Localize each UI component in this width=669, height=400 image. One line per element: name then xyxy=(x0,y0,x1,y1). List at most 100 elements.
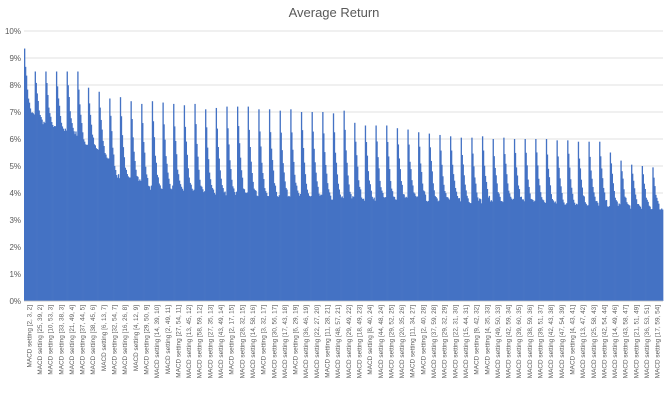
bar xyxy=(402,194,404,301)
bar xyxy=(503,137,505,301)
bar xyxy=(462,164,464,301)
bar xyxy=(452,174,455,301)
bar xyxy=(192,190,194,301)
bar xyxy=(294,174,296,301)
bar xyxy=(635,199,638,301)
bar xyxy=(396,128,399,301)
bar xyxy=(400,181,402,301)
bar xyxy=(490,200,492,301)
bar xyxy=(662,209,664,301)
bar xyxy=(655,194,657,301)
bar xyxy=(531,199,533,301)
bar xyxy=(471,137,473,301)
bar xyxy=(300,112,303,301)
x-tick-label: MACD setting [4, 35, 33] xyxy=(484,305,491,375)
bar xyxy=(183,105,186,301)
bar xyxy=(372,199,374,301)
bar xyxy=(546,154,549,301)
bar xyxy=(214,194,217,301)
bar xyxy=(638,205,641,301)
bar xyxy=(344,129,346,301)
bar xyxy=(460,137,462,301)
bar xyxy=(34,71,36,301)
bar xyxy=(652,167,654,301)
x-tick-label: MACD setting [11, 34, 27] xyxy=(410,305,417,378)
bar xyxy=(572,199,575,301)
bar xyxy=(585,203,587,301)
bar xyxy=(606,206,609,301)
bar xyxy=(114,165,116,301)
bar xyxy=(388,156,390,301)
x-tick-label: MACD setting [33, 38, 3] xyxy=(58,305,65,375)
bar xyxy=(554,201,556,301)
bar xyxy=(563,202,565,301)
bar xyxy=(205,109,207,301)
bar xyxy=(594,196,596,301)
bar xyxy=(414,193,416,301)
bar xyxy=(540,192,542,301)
bar xyxy=(614,197,616,301)
bar xyxy=(185,141,188,301)
bar xyxy=(359,189,362,301)
bar xyxy=(628,204,630,301)
bar xyxy=(557,156,559,301)
x-tick-label: MACD setting [43, 58, 47] xyxy=(623,305,630,378)
bar xyxy=(352,196,354,301)
bar xyxy=(415,195,417,301)
bar xyxy=(552,200,554,301)
bar xyxy=(605,199,608,301)
bar xyxy=(126,174,128,301)
x-tick-label: MACD setting [44, 48, 24] xyxy=(378,305,385,378)
bar xyxy=(375,125,377,301)
bar xyxy=(139,179,141,301)
bar xyxy=(138,180,140,301)
bar xyxy=(159,185,161,301)
bar xyxy=(416,197,418,301)
y-tick-label: 1% xyxy=(9,270,21,279)
x-tick-label: MACD setting [17, 43, 18] xyxy=(282,305,289,378)
bar xyxy=(361,199,364,301)
bar xyxy=(571,187,573,301)
bar xyxy=(641,166,644,301)
x-tick-label: MACD setting [30, 56, 17] xyxy=(271,305,278,378)
bar xyxy=(39,114,41,301)
bar xyxy=(251,173,253,301)
bar xyxy=(492,139,494,301)
bar xyxy=(291,132,293,301)
bar xyxy=(93,144,96,301)
bar xyxy=(67,85,69,302)
bar xyxy=(326,173,328,301)
bar xyxy=(507,183,509,301)
bar xyxy=(275,191,278,301)
bar xyxy=(573,202,576,301)
bar xyxy=(621,171,623,301)
bar xyxy=(542,200,545,301)
bar xyxy=(331,199,334,301)
bar xyxy=(109,98,111,301)
bar xyxy=(335,162,338,301)
bar xyxy=(204,191,206,301)
bar xyxy=(541,197,543,301)
bar xyxy=(450,150,453,301)
bar xyxy=(170,188,172,301)
bar xyxy=(529,193,531,301)
bar xyxy=(358,180,360,301)
bar xyxy=(28,102,31,301)
bar xyxy=(639,206,642,301)
bar xyxy=(106,157,108,301)
bar xyxy=(189,182,191,301)
y-tick-label: 3% xyxy=(9,216,21,225)
x-tick-label: MACD setting [29, 50, 9] xyxy=(143,305,150,375)
bar xyxy=(630,208,632,301)
bar xyxy=(127,176,129,301)
bar xyxy=(35,82,37,302)
bar xyxy=(286,189,288,301)
bar xyxy=(387,141,389,301)
bar xyxy=(118,178,121,301)
bar xyxy=(578,158,581,301)
bar xyxy=(188,177,190,301)
bar xyxy=(180,186,183,301)
x-tick-label: MACD setting [6, 29, 19] xyxy=(293,305,300,375)
bar xyxy=(97,149,99,301)
y-tick-label: 6% xyxy=(9,135,21,144)
